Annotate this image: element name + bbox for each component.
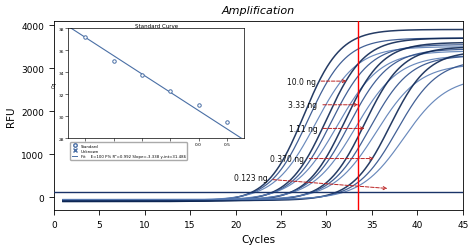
Title: Amplification: Amplification — [222, 6, 295, 16]
X-axis label: Cycles: Cycles — [241, 234, 275, 244]
Y-axis label: RFU: RFU — [6, 106, 16, 126]
Text: 10.0 ng: 10.0 ng — [287, 77, 345, 86]
Text: 0.123 ng: 0.123 ng — [234, 174, 386, 190]
Text: 3.33 ng: 3.33 ng — [288, 101, 357, 110]
Text: 0.370 ng: 0.370 ng — [270, 154, 373, 164]
Text: 1.11 ng: 1.11 ng — [289, 124, 364, 134]
Legend: Standard, Unknown, Fit    E=100 P% R²=0.992 Slope=-3.338 y-int=31.486: Standard, Unknown, Fit E=100 P% R²=0.992… — [70, 142, 187, 160]
